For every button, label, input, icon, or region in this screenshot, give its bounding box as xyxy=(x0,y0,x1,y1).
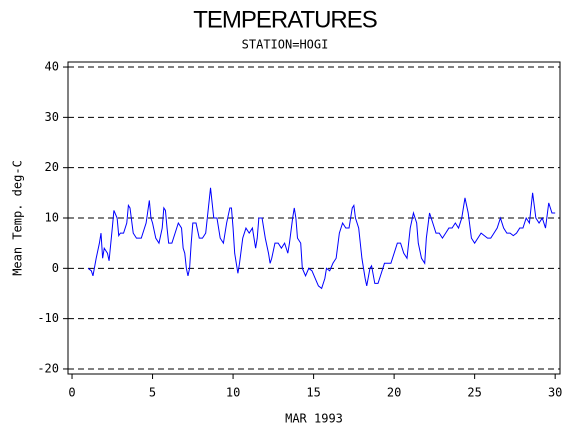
temperature-line xyxy=(87,187,556,290)
y-tick-label: 0 xyxy=(52,261,59,275)
chart-title: TEMPERATURES xyxy=(193,6,377,33)
y-tick-label: 10 xyxy=(45,211,59,225)
x-tick-label: 10 xyxy=(226,386,240,400)
chart-subtitle: STATION=HOGI xyxy=(242,38,329,52)
x-axis-label: MAR 1993 xyxy=(285,412,343,426)
x-tick-label: 30 xyxy=(548,386,562,400)
x-tick-label: 0 xyxy=(68,386,75,400)
x-tick-label: 25 xyxy=(467,386,481,400)
y-tick-label: -10 xyxy=(37,311,59,325)
y-tick-label: 40 xyxy=(45,60,59,74)
x-tick-label: 20 xyxy=(387,386,401,400)
y-tick-label: -20 xyxy=(37,361,59,375)
y-axis-label: Mean Temp. deg-C xyxy=(11,160,25,276)
y-tick-label: 20 xyxy=(45,160,59,174)
y-tick-label: 30 xyxy=(45,110,59,124)
x-tick-label: 15 xyxy=(306,386,320,400)
x-tick-label: 5 xyxy=(149,386,156,400)
